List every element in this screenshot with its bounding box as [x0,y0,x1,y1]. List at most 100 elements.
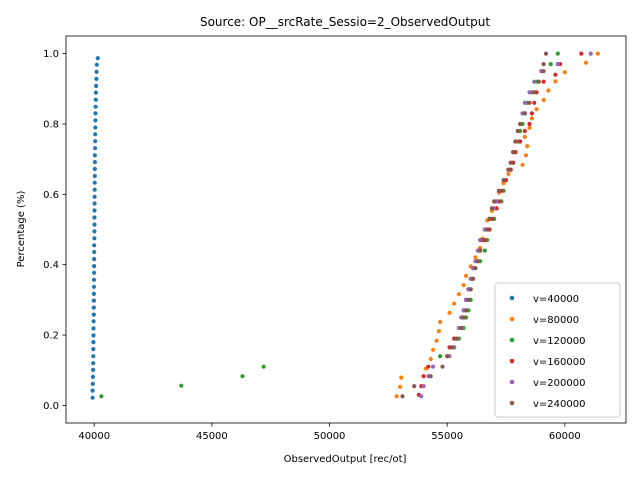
data-point [506,171,511,176]
x-tick-label: 60000 [549,431,581,442]
y-axis-label: Percentage (%) [16,191,27,268]
legend-marker [509,379,515,385]
data-point [485,227,490,232]
data-point [595,51,600,56]
data-point [91,277,97,282]
data-point [478,248,483,253]
data-point [555,62,560,67]
data-point [473,255,478,260]
data-point [475,259,480,264]
data-point [541,62,546,67]
data-point [518,121,523,127]
axes: 40000 45000 50000 55000 60000 0.0 0.2 0.4 0.6 0.8… [43,35,627,442]
data-point [445,354,450,359]
data-point [482,248,487,253]
data-point [532,90,537,95]
data-point [525,144,530,149]
data-point [93,90,98,95]
legend-label: v=200000 [533,378,585,389]
data-point [261,364,266,369]
data-point [91,312,96,317]
data-point [92,270,97,275]
data-point [532,100,537,105]
data-point [91,291,96,296]
data-point [93,111,98,116]
data-point [91,347,96,352]
data-point [527,90,532,95]
legend-marker [509,337,515,343]
plot-points [90,51,600,400]
data-point [90,381,95,386]
data-point [94,83,99,89]
legend-marker [509,400,515,406]
data-point [92,180,97,185]
legend-label: v=240000 [533,399,585,410]
legend-label: v=120000 [533,336,585,347]
data-point [394,394,399,399]
data-point [93,118,98,123]
data-point [93,104,98,109]
data-point [91,326,96,331]
data-point [434,338,439,343]
data-point [489,206,494,211]
data-point [92,229,97,234]
data-point [527,121,532,127]
x-tick-label: 40000 [78,431,110,442]
y-tick-label: 0.0 [43,401,59,412]
data-point [588,51,593,56]
legend-label: v=160000 [533,357,585,368]
data-point [440,364,445,369]
data-point [92,222,97,227]
y-tick-label: 0.6 [43,190,59,201]
data-point [436,329,441,334]
data-point [91,340,96,345]
data-point [562,70,567,75]
x-axis-label: ObservedOutput [rec/ot] [284,454,407,465]
data-point [398,384,403,389]
data-point [92,166,97,172]
data-point [454,336,459,341]
data-point [91,298,96,303]
data-point [426,364,431,369]
data-point [400,394,405,399]
data-point [93,146,98,151]
data-point [548,62,553,67]
y-tick-label: 0.8 [43,119,59,130]
data-point [92,236,97,241]
data-point [459,325,464,331]
data-point [428,356,433,362]
data-point [92,187,97,192]
x-tick-label: 50000 [314,431,346,442]
data-point [399,375,404,380]
data-point [91,367,96,372]
data-point [583,60,589,65]
data-point [421,374,426,379]
data-point [449,345,454,350]
data-point [92,208,97,213]
legend-label: v=80000 [533,315,579,326]
data-point [99,394,104,399]
data-point [431,364,436,369]
data-point [91,354,96,359]
data-point [522,111,527,116]
data-point [421,384,426,389]
data-point [555,51,560,56]
data-point [91,305,96,310]
legend-marker [509,295,515,301]
data-point [508,160,513,165]
x-tick-label: 45000 [196,431,228,442]
data-point [91,284,97,289]
data-point [412,384,417,389]
data-point [428,374,433,379]
legend-label: v=40000 [533,294,579,305]
data-point [463,273,469,278]
data-point [461,315,466,320]
data-point [522,128,527,134]
y-tick-label: 0.4 [43,260,59,271]
data-point [522,100,527,105]
data-point [92,153,97,158]
data-point [513,139,518,144]
data-point [92,257,97,262]
y-tick-label: 1.0 [43,49,59,60]
data-point [90,374,95,379]
